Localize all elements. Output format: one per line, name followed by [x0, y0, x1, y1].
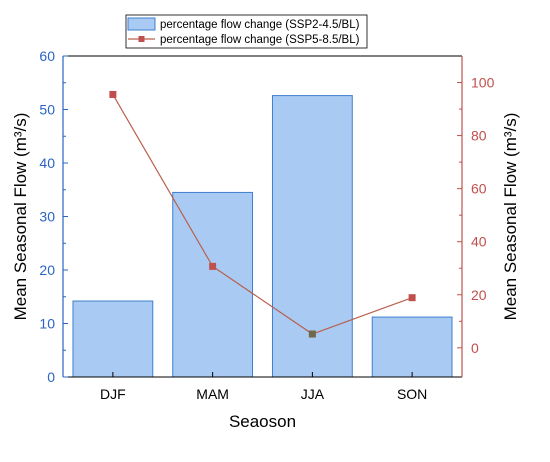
bar-jja — [271, 95, 353, 378]
right-tick-label: 100 — [471, 75, 495, 91]
line-marker-mam — [209, 262, 217, 270]
legend-swatch-bar — [127, 17, 156, 31]
legend-label-line: percentage flow change (SSP5-8.5/BL) — [160, 34, 360, 46]
right-tick-label: 40 — [471, 234, 487, 250]
right-tick-label: 20 — [471, 287, 487, 303]
legend-label-bar: percentage flow change (SSP2-4.5/BL) — [160, 19, 360, 31]
line-marker-jja — [308, 330, 316, 338]
y-axis-title-right: Mean Seasonal Flow (m³/s) — [501, 113, 520, 321]
right-tick-label: 80 — [471, 128, 487, 144]
left-tick-label: 20 — [39, 262, 55, 278]
x-axis-title: Seaoson — [229, 412, 296, 431]
legend: percentage flow change (SSP2-4.5/BL) perc… — [125, 14, 368, 49]
right-tick-label: 0 — [471, 340, 479, 356]
y-axis-title-left: Mean Seasonal Flow (m³/s) — [11, 113, 30, 321]
legend-box — [125, 14, 368, 49]
plot-area — [72, 90, 453, 378]
left-tick-label: 10 — [39, 316, 55, 332]
line-marker-son — [408, 294, 416, 302]
x-tick-label: SON — [397, 386, 427, 402]
line-series — [112, 94, 413, 335]
bar-son — [371, 316, 453, 378]
left-tick-label: 50 — [39, 102, 55, 118]
left-tick-label: 0 — [47, 369, 55, 385]
axes: 0 10 20 30 40 50 60 0 20 40 60 80 100 DJF MAM JJA SON Sea… — [11, 48, 520, 431]
line-marker-djf — [109, 90, 117, 98]
right-tick-label: 60 — [471, 181, 487, 197]
x-tick-label: JJA — [301, 386, 325, 402]
left-tick-label: 40 — [39, 155, 55, 171]
x-tick-label: DJF — [100, 386, 126, 402]
x-tick-label: MAM — [196, 386, 229, 402]
left-tick-label: 30 — [39, 209, 55, 225]
left-tick-label: 60 — [39, 48, 55, 64]
bar-djf — [72, 300, 154, 378]
legend-swatch-marker — [138, 36, 145, 42]
